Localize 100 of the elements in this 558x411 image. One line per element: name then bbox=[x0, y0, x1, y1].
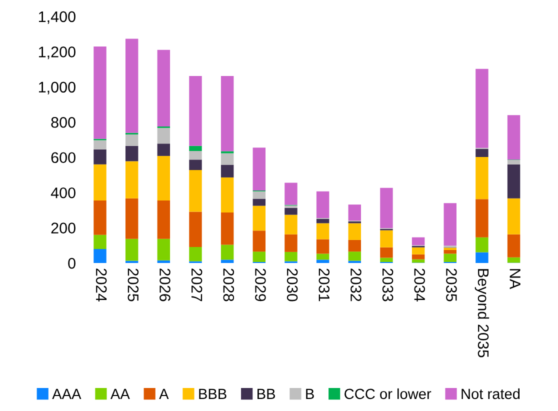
bar bbox=[444, 254, 456, 262]
legend-label: B bbox=[306, 388, 314, 399]
bar bbox=[507, 160, 520, 164]
x-tick-label: NA bbox=[510, 269, 520, 290]
bar bbox=[380, 258, 393, 262]
x-tick-label: 2035 bbox=[446, 268, 457, 302]
bar bbox=[220, 260, 234, 264]
bar bbox=[220, 164, 234, 178]
bar bbox=[189, 160, 202, 170]
y-tick-label: 600 bbox=[51, 152, 76, 164]
bar bbox=[507, 198, 520, 234]
bar bbox=[284, 182, 298, 205]
bar bbox=[252, 252, 266, 262]
bar bbox=[125, 146, 138, 162]
bar bbox=[284, 205, 298, 208]
x-tick-label: 2024 bbox=[96, 268, 107, 302]
bar bbox=[94, 234, 106, 249]
bar bbox=[220, 212, 234, 245]
y-tick-label: 1,400 bbox=[38, 11, 76, 24]
bar bbox=[348, 223, 362, 240]
bar bbox=[412, 247, 425, 254]
bar bbox=[380, 230, 393, 248]
legend-label: A bbox=[159, 388, 169, 399]
bar bbox=[94, 200, 106, 235]
bar bbox=[476, 252, 488, 264]
legend-label: BB bbox=[258, 388, 275, 399]
bar bbox=[125, 161, 138, 198]
x-tick-label: 2027 bbox=[191, 268, 202, 302]
y-tick-label: 800 bbox=[51, 116, 76, 128]
y-tick-label: 200 bbox=[51, 222, 76, 234]
legend-label: BBB bbox=[199, 388, 226, 399]
bar bbox=[189, 146, 202, 152]
bar bbox=[316, 223, 330, 240]
bar bbox=[157, 144, 170, 156]
bar bbox=[316, 191, 330, 218]
legend-label: Not rated bbox=[462, 388, 520, 400]
y-tick-label: 400 bbox=[50, 187, 76, 198]
bar bbox=[125, 38, 138, 133]
bar bbox=[444, 248, 456, 250]
bar bbox=[444, 250, 456, 254]
x-tick-label: 2025 bbox=[128, 268, 139, 302]
bar bbox=[125, 238, 138, 261]
bar bbox=[189, 151, 202, 160]
bar bbox=[476, 199, 488, 238]
legend-label: AA bbox=[110, 388, 130, 399]
bar bbox=[316, 260, 330, 264]
bar bbox=[284, 252, 298, 262]
bar bbox=[94, 248, 106, 264]
x-tick-label: 2031 bbox=[318, 268, 330, 302]
bar bbox=[316, 254, 330, 260]
bar bbox=[380, 188, 393, 228]
bar bbox=[380, 247, 393, 258]
bar bbox=[507, 164, 520, 198]
bar bbox=[252, 206, 266, 231]
bar bbox=[476, 157, 488, 200]
x-tick-label: 2030 bbox=[286, 268, 298, 302]
bar bbox=[189, 212, 202, 248]
x-tick-label: 2032 bbox=[350, 268, 362, 302]
bar bbox=[412, 254, 425, 260]
x-tick-label: Beyond 2035 bbox=[474, 269, 490, 358]
bar bbox=[220, 177, 234, 212]
x-tick-label: 2026 bbox=[160, 268, 170, 302]
bar bbox=[284, 234, 298, 252]
bar bbox=[507, 234, 520, 258]
bar bbox=[252, 230, 266, 252]
bar bbox=[125, 198, 138, 239]
x-tick-label: 2033 bbox=[382, 268, 394, 302]
y-tick-label: 0 bbox=[68, 258, 76, 269]
y-tick-label: 1,200 bbox=[38, 46, 76, 60]
bar bbox=[94, 149, 106, 164]
bar bbox=[189, 170, 202, 212]
bar bbox=[252, 198, 266, 206]
bar bbox=[412, 237, 425, 246]
bar bbox=[157, 200, 170, 239]
x-tick-label: 2028 bbox=[223, 268, 234, 302]
bar bbox=[316, 239, 330, 254]
bar bbox=[157, 156, 170, 201]
bar bbox=[507, 257, 520, 263]
x-tick-label: 2029 bbox=[255, 268, 266, 302]
bar bbox=[157, 260, 170, 264]
bar bbox=[284, 214, 298, 234]
bar bbox=[476, 68, 488, 148]
bar bbox=[189, 247, 202, 262]
bar bbox=[157, 128, 170, 144]
bar bbox=[444, 203, 456, 246]
bar bbox=[220, 153, 234, 165]
bar bbox=[220, 76, 234, 152]
x-tick-label: 2034 bbox=[414, 268, 426, 302]
bar bbox=[348, 204, 362, 221]
bar bbox=[284, 208, 298, 215]
bar bbox=[476, 237, 488, 252]
bar bbox=[348, 240, 362, 252]
bar bbox=[94, 164, 106, 201]
y-tick-label: 1,000 bbox=[38, 82, 76, 94]
legend-label: CCC or lower bbox=[344, 388, 432, 400]
legend-label: AAA bbox=[52, 388, 82, 399]
bar bbox=[189, 76, 202, 146]
bar bbox=[125, 134, 138, 146]
bar bbox=[94, 140, 106, 150]
bar bbox=[348, 252, 362, 261]
